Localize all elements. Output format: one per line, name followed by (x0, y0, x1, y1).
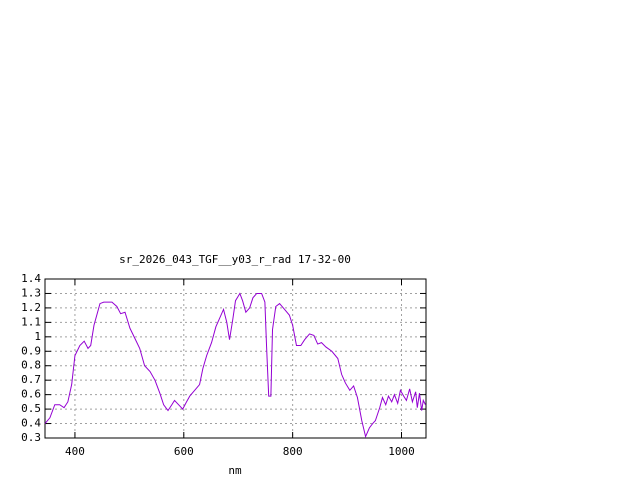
y-tick-label: 1.1 (21, 315, 41, 328)
y-tick-label: 0.7 (21, 373, 41, 386)
chart-title: sr_2026_043_TGF__y03_r_rad 17-32-00 (119, 253, 351, 266)
x-tick-label: 400 (65, 445, 85, 458)
y-tick-label: 0.4 (21, 417, 41, 430)
y-tick-label: 1 (34, 330, 41, 343)
x-axis-label: nm (228, 464, 242, 477)
y-tick-label: 0.5 (21, 402, 41, 415)
y-tick-label: 0.6 (21, 388, 41, 401)
y-tick-label: 0.3 (21, 431, 41, 444)
y-tick-label: 1.2 (21, 301, 41, 314)
plot-border (44, 278, 427, 439)
y-tick-label: 1.3 (21, 286, 41, 299)
x-tick-label: 600 (174, 445, 194, 458)
x-tick-label: 800 (283, 445, 303, 458)
data-line (44, 292, 426, 439)
y-tick-label: 0.8 (21, 359, 41, 372)
x-tick-label: 1000 (388, 445, 415, 458)
y-tick-label: 0.9 (21, 344, 41, 357)
y-tick-label: 1.4 (21, 272, 41, 285)
